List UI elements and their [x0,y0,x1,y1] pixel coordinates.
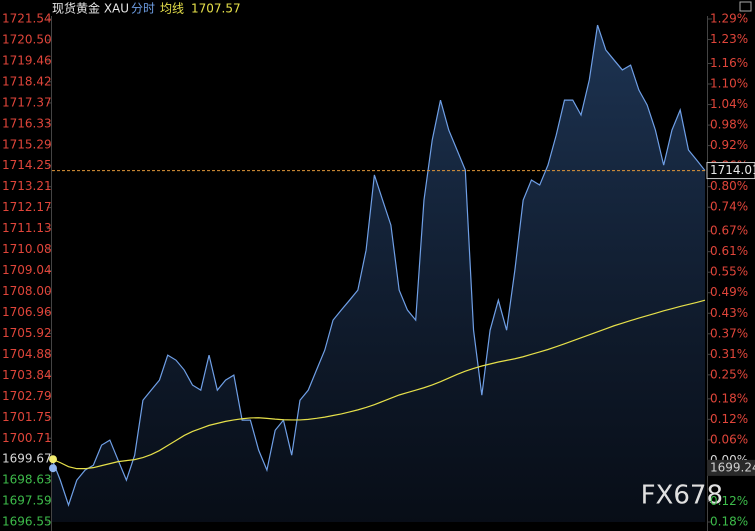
y2-tick-label: 0.25% [710,367,748,381]
y-tick-label: 1696.55 [2,515,52,529]
cursor-tag: 1699.24 [710,460,755,474]
y2-tick-label: 1.23% [710,32,748,46]
y2-tick-label: 0.12% [710,494,748,508]
y2-tick-label: 1.10% [710,77,748,91]
y-tick-label: 1699.67 [2,452,52,466]
y2-tick-label: 0.18% [710,391,748,405]
y-tick-label: 1713.21 [2,179,52,193]
y2-tick-label: 0.18% [710,515,748,529]
y-tick-label: 1720.50 [2,32,52,46]
y-tick-label: 1706.96 [2,305,52,319]
y2-tick-label: 0.43% [710,306,748,320]
y-tick-label: 1701.75 [2,410,52,424]
y-tick-label: 1708.00 [2,284,52,298]
chart-title: 现货黄金 XAU [52,1,129,16]
legend-entry: 分时 [131,2,155,16]
y-tick-label: 1718.42 [2,74,52,88]
y2-tick-label: 0.31% [710,347,748,361]
legend-entry: 均线 [160,2,184,16]
y-tick-label: 1714.25 [2,158,52,172]
y-tick-label: 1715.29 [2,137,52,151]
y-tick-label: 1719.46 [2,53,52,67]
y2-tick-label: 0.49% [710,285,748,299]
plot-layer [51,24,706,522]
y-tick-label: 1702.79 [2,389,52,403]
y2-tick-label: 0.12% [710,412,748,426]
average-line [51,299,706,470]
y2-tick-label: 1.16% [710,56,748,70]
y-tick-label: 1711.13 [2,221,52,235]
y2-tick-label: 1.04% [710,97,748,111]
y-tick-label: 1703.84 [2,368,52,382]
start-dot [49,455,57,464]
y2-tick-label: 1.29% [710,12,748,26]
cursor-tag-box [707,459,755,476]
y-tick-label: 1716.33 [2,116,52,130]
corner-icon [739,1,752,12]
watermark: FX678 [641,481,723,511]
price-tag: 1714.01 [710,163,755,177]
y2-tick-label: 0.74% [710,200,748,214]
price-line [51,24,706,508]
y-tick-label: 1721.54 [2,12,52,26]
y-tick-label: 1704.88 [2,347,52,361]
y-tick-label: 1698.63 [2,473,52,487]
price-tag-box [706,162,755,180]
y2-tick-label: 0.06% [710,432,748,446]
ma-value: 1707.57 [191,2,241,16]
y-tick-label: 1712.17 [2,200,52,214]
y2-tick-label: 0.67% [710,224,748,238]
y2-tick-label: 0.61% [710,244,748,258]
y-tick-label: 1697.59 [2,494,52,508]
start-dot [49,464,57,473]
price-area [52,25,705,522]
y-tick-label: 1705.92 [2,326,52,340]
y2-tick-label: 0.37% [710,326,748,340]
y-tick-label: 1710.08 [2,242,52,256]
y2-tick-label: 0.55% [710,265,748,279]
y2-tick-label: 0.92% [710,138,748,152]
y-tick-label: 1709.04 [2,263,52,277]
y-tick-label: 1700.71 [2,431,52,445]
y2-tick-label: 0.98% [710,118,748,132]
y-tick-label: 1717.37 [2,95,52,109]
y2-tick-label: 0.80% [710,179,748,193]
